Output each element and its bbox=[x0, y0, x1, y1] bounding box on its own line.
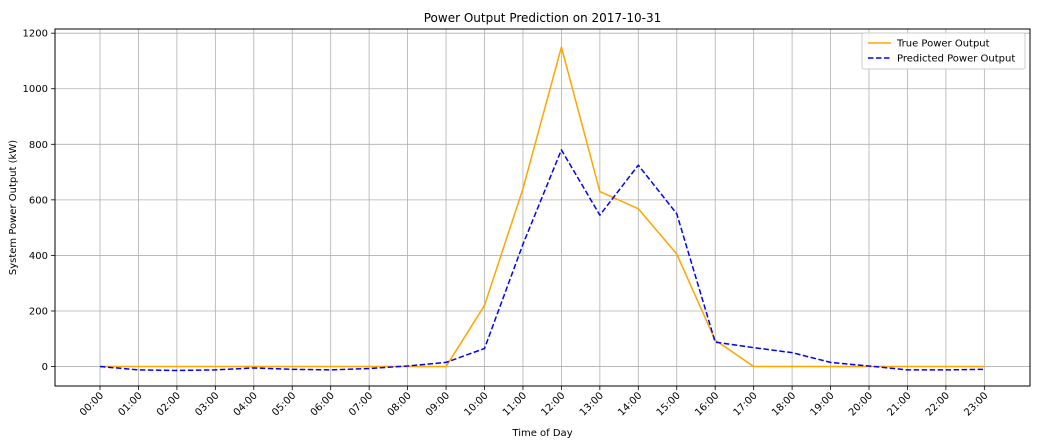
x-tick-label: 03:00 bbox=[193, 390, 221, 418]
legend-label: True Power Output bbox=[896, 39, 990, 50]
x-tick-label: 10:00 bbox=[462, 390, 490, 418]
x-tick-label: 13:00 bbox=[578, 390, 606, 418]
y-tick-label: 1000 bbox=[23, 84, 48, 95]
series-lines bbox=[99, 46, 985, 372]
y-axis-label: System Power Output (kW) bbox=[8, 140, 19, 275]
legend: True Power Output Predicted Power Output bbox=[861, 32, 1026, 70]
x-tick-label: 07:00 bbox=[347, 390, 375, 418]
y-tick-label: 1200 bbox=[23, 29, 48, 40]
x-tick-label: 00:00 bbox=[78, 390, 106, 418]
x-tick-label: 19:00 bbox=[809, 390, 837, 418]
y-tick-label: 0 bbox=[42, 362, 48, 373]
x-tick-label: 17:00 bbox=[732, 390, 760, 418]
x-tick-label: 01:00 bbox=[116, 390, 144, 418]
chart-title: Power Output Prediction on 2017-10-31 bbox=[424, 11, 662, 25]
x-tick-label: 23:00 bbox=[962, 390, 990, 418]
grid bbox=[55, 29, 1030, 386]
x-axis: 00:00 01:00 02:00 03:00 04:00 05:00 06:00 07:00… bbox=[78, 386, 990, 419]
legend-box bbox=[861, 32, 1026, 70]
x-axis-label: Time of Day bbox=[511, 428, 572, 439]
x-tick-label: 22:00 bbox=[924, 390, 952, 418]
x-tick-label: 08:00 bbox=[386, 390, 414, 418]
x-tick-label: 05:00 bbox=[270, 390, 298, 418]
x-tick-label: 14:00 bbox=[616, 390, 644, 418]
x-tick-label: 06:00 bbox=[309, 390, 337, 418]
true-power-output-line bbox=[100, 46, 985, 368]
y-tick-label: 400 bbox=[29, 251, 48, 262]
x-tick-label: 12:00 bbox=[539, 390, 567, 418]
y-tick-label: 200 bbox=[29, 306, 48, 317]
x-tick-label: 09:00 bbox=[424, 390, 452, 418]
x-tick-label: 20:00 bbox=[847, 390, 875, 418]
y-tick-label: 600 bbox=[29, 195, 48, 206]
x-tick-label: 21:00 bbox=[885, 390, 913, 418]
predicted-power-output-line bbox=[99, 149, 985, 372]
x-tick-label: 04:00 bbox=[232, 390, 260, 418]
x-tick-label: 02:00 bbox=[155, 390, 183, 418]
x-tick-label: 16:00 bbox=[693, 390, 721, 418]
x-tick-label: 15:00 bbox=[655, 390, 683, 418]
plot-area bbox=[54, 28, 1031, 387]
legend-label: Predicted Power Output bbox=[897, 54, 1015, 65]
y-axis: 0 200 400 600 800 1000 1200 bbox=[23, 29, 55, 373]
y-tick-label: 800 bbox=[29, 140, 48, 151]
x-tick-label: 18:00 bbox=[770, 390, 798, 418]
x-tick-label: 11:00 bbox=[501, 390, 529, 418]
